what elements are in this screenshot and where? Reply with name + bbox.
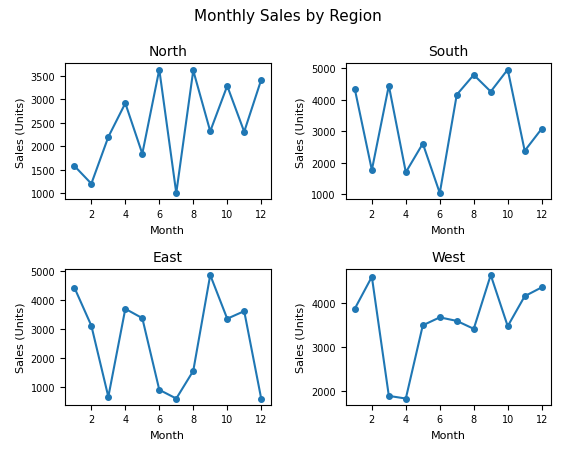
Title: West: West (431, 250, 465, 264)
X-axis label: Month: Month (150, 225, 185, 235)
Y-axis label: Sales (Units): Sales (Units) (15, 302, 25, 372)
Y-axis label: Sales (Units): Sales (Units) (295, 97, 306, 167)
Title: North: North (149, 45, 187, 59)
Text: Monthly Sales by Region: Monthly Sales by Region (194, 9, 382, 24)
X-axis label: Month: Month (431, 430, 466, 440)
Y-axis label: Sales (Units): Sales (Units) (295, 302, 306, 372)
Title: South: South (428, 45, 468, 59)
Title: East: East (153, 250, 183, 264)
X-axis label: Month: Month (431, 225, 466, 235)
X-axis label: Month: Month (150, 430, 185, 440)
Y-axis label: Sales (Units): Sales (Units) (15, 97, 25, 167)
